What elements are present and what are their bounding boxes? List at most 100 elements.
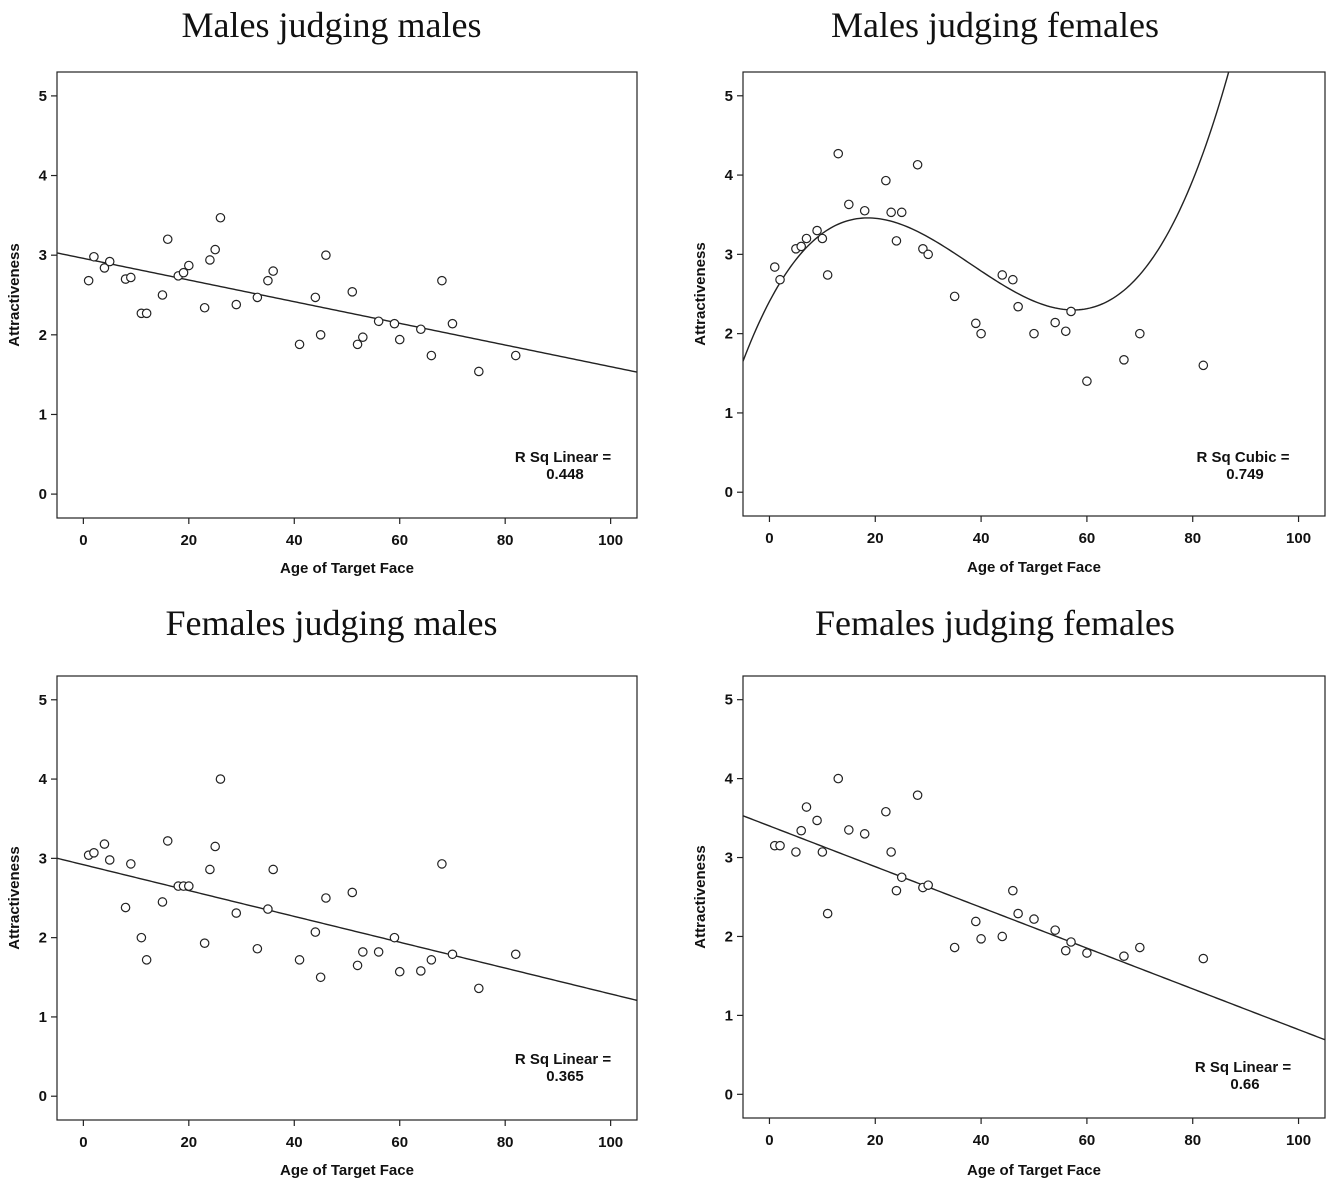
data-point <box>215 774 226 784</box>
data-point <box>447 949 458 960</box>
data-point <box>833 148 844 159</box>
data-point <box>426 955 437 965</box>
data-point <box>1060 326 1071 337</box>
data-point <box>373 316 384 327</box>
data-point <box>822 908 833 919</box>
data-point <box>474 983 484 994</box>
data-point <box>997 270 1008 280</box>
y-axis-label: Attractiveness <box>692 845 709 948</box>
data-point <box>1060 945 1071 956</box>
data-point <box>1198 360 1209 371</box>
data-point <box>310 927 321 937</box>
data-point <box>912 790 923 800</box>
data-point <box>373 947 384 957</box>
data-point <box>923 880 933 890</box>
data-point <box>99 839 110 849</box>
x-tick-label: 100 <box>1286 530 1311 547</box>
data-point <box>347 287 358 297</box>
y-tick-label: 4 <box>39 168 48 185</box>
r-squared-value: 0.365 <box>546 1068 584 1085</box>
data-point <box>315 330 326 340</box>
y-tick-label: 1 <box>39 406 47 423</box>
data-point <box>352 960 363 971</box>
data-point <box>970 916 981 927</box>
data-point <box>352 339 363 350</box>
x-tick-label: 80 <box>497 1134 514 1151</box>
chart-panel-females-judging-males: Females judging males 0 1 2 3 4 5 0 20 40 60 80 100… <box>0 590 663 1179</box>
data-point <box>796 825 806 836</box>
data-point <box>1050 925 1060 935</box>
x-tick-label: 40 <box>286 532 303 549</box>
data-point <box>104 855 115 865</box>
fit-line <box>57 857 637 1002</box>
plot-frame <box>742 71 1326 517</box>
data-point <box>1082 376 1092 387</box>
data-point <box>812 225 822 236</box>
data-point <box>141 955 152 965</box>
data-point <box>321 250 331 260</box>
data-point <box>1013 908 1023 919</box>
y-tick-label: 4 <box>725 771 734 788</box>
r-squared-label: R Sq Linear = <box>1195 1059 1292 1076</box>
data-point <box>923 249 933 260</box>
data-point <box>474 366 484 377</box>
data-point <box>178 267 189 278</box>
y-tick-label: 5 <box>725 692 733 709</box>
data-point <box>416 324 426 335</box>
y-axis-label: Attractiveness <box>692 242 709 345</box>
x-tick-label: 80 <box>1184 1132 1201 1149</box>
data-point <box>997 931 1008 942</box>
data-point <box>769 262 780 272</box>
x-tick-label: 60 <box>391 1134 408 1151</box>
data-point <box>949 291 960 302</box>
data-point <box>859 205 870 216</box>
y-tick-label: 0 <box>725 484 733 501</box>
data-point <box>1198 953 1209 964</box>
data-point <box>970 318 981 329</box>
data-point <box>859 829 870 839</box>
data-point <box>99 263 110 273</box>
data-point <box>268 266 278 276</box>
data-point <box>881 175 891 186</box>
data-point <box>89 251 99 262</box>
data-point <box>775 274 785 285</box>
data-point <box>157 897 168 907</box>
data-point <box>1119 951 1129 961</box>
data-point <box>215 212 226 223</box>
data-point <box>231 299 242 310</box>
x-axis-label: Age of Target Face <box>280 1162 414 1179</box>
data-point <box>844 199 854 210</box>
y-tick-label: 1 <box>725 405 733 422</box>
data-point <box>1029 328 1039 339</box>
data-point <box>268 864 278 875</box>
data-point <box>1008 885 1018 896</box>
data-point <box>162 836 173 846</box>
data-point <box>184 260 194 271</box>
data-point <box>437 275 447 286</box>
y-tick-label: 3 <box>39 850 47 867</box>
data-point <box>510 949 521 960</box>
plot-frame <box>742 675 1326 1119</box>
data-point <box>162 234 173 245</box>
data-point <box>231 908 242 918</box>
y-tick-label: 0 <box>39 486 47 503</box>
y-tick-label: 4 <box>725 167 734 184</box>
data-point <box>510 350 521 361</box>
data-point <box>817 233 828 244</box>
data-point <box>976 934 986 944</box>
data-point <box>426 350 437 361</box>
data-point <box>1008 274 1018 285</box>
data-point <box>822 270 833 280</box>
data-point <box>210 244 220 255</box>
x-tick-label: 0 <box>79 1134 87 1151</box>
data-point <box>949 942 960 953</box>
scatter-plot: 0 1 2 3 4 5 0 20 40 60 80 100 Age of Target Face Attr… <box>6 71 638 577</box>
chart-panel-males-judging-females: Males judging females 0 1 2 3 4 5 0 20 40 60 80 100… <box>663 0 1327 590</box>
y-axis-label: Attractiveness <box>6 243 23 346</box>
scatter-plot: 0 1 2 3 4 5 0 20 40 60 80 100 Age of Target Face Attr… <box>6 675 638 1179</box>
data-point <box>1082 948 1092 958</box>
chart-panel-females-judging-females: Females judging females 0 1 2 3 4 5 0 20 40 60 80 1… <box>663 590 1327 1179</box>
x-tick-label: 20 <box>180 1134 197 1151</box>
x-tick-label: 60 <box>1079 1132 1096 1149</box>
x-tick-label: 0 <box>79 532 87 549</box>
